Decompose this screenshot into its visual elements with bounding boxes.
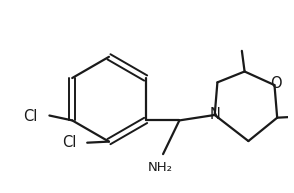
Text: Cl: Cl (23, 109, 37, 124)
Text: NH₂: NH₂ (148, 161, 173, 174)
Text: Cl: Cl (62, 135, 76, 150)
Text: N: N (209, 108, 220, 123)
Text: O: O (270, 76, 281, 91)
